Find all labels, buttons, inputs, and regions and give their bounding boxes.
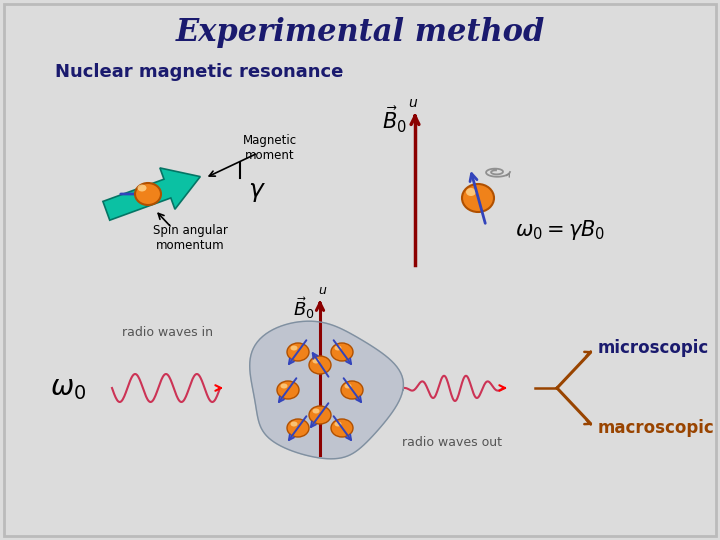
Ellipse shape — [331, 343, 353, 361]
Ellipse shape — [281, 383, 287, 388]
Text: macroscopic: macroscopic — [598, 419, 715, 437]
Ellipse shape — [312, 359, 320, 363]
Text: Nuclear magnetic resonance: Nuclear magnetic resonance — [55, 63, 343, 81]
Ellipse shape — [344, 383, 351, 388]
Ellipse shape — [312, 408, 320, 414]
Ellipse shape — [287, 343, 309, 361]
Ellipse shape — [331, 419, 353, 437]
Ellipse shape — [290, 346, 297, 350]
Text: microscopic: microscopic — [598, 339, 709, 357]
Ellipse shape — [138, 185, 146, 192]
Text: $\omega_0 = \gamma B_0$: $\omega_0 = \gamma B_0$ — [515, 218, 605, 242]
Text: radio waves in: radio waves in — [122, 327, 214, 340]
Ellipse shape — [335, 346, 341, 350]
Text: u: u — [409, 96, 418, 110]
Text: Spin angular
momentum: Spin angular momentum — [153, 224, 228, 252]
Text: $\omega_0$: $\omega_0$ — [50, 375, 86, 402]
Ellipse shape — [277, 381, 299, 399]
Ellipse shape — [290, 422, 297, 427]
Text: Experimental method: Experimental method — [175, 17, 545, 48]
Text: $\vec{B}_0$: $\vec{B}_0$ — [382, 105, 407, 135]
Ellipse shape — [341, 381, 363, 399]
Ellipse shape — [309, 406, 331, 424]
Polygon shape — [250, 321, 403, 459]
Ellipse shape — [335, 422, 341, 427]
Text: $\gamma$: $\gamma$ — [248, 180, 266, 204]
Ellipse shape — [466, 188, 476, 196]
Text: $\vec{B}_0$: $\vec{B}_0$ — [293, 295, 315, 321]
Text: u: u — [318, 285, 326, 298]
Ellipse shape — [309, 356, 331, 374]
Text: radio waves out: radio waves out — [402, 435, 502, 449]
Polygon shape — [103, 168, 200, 220]
Text: Magnetic
moment: Magnetic moment — [243, 134, 297, 162]
Ellipse shape — [135, 183, 161, 205]
Ellipse shape — [462, 184, 494, 212]
Ellipse shape — [287, 419, 309, 437]
